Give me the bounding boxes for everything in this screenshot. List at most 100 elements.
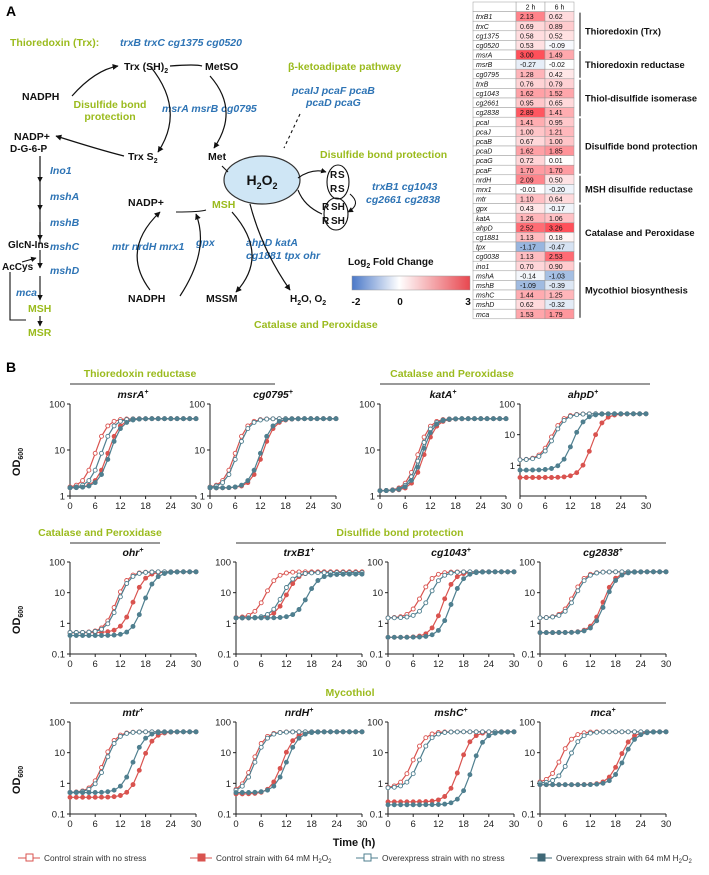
growth-point bbox=[404, 779, 410, 785]
glcn-ins: GlcN-Ins bbox=[8, 240, 50, 251]
ylabel-3: OD bbox=[11, 778, 23, 795]
growth-point bbox=[398, 802, 404, 808]
growth-point bbox=[271, 606, 277, 612]
x-tick-label: 30 bbox=[641, 501, 652, 512]
growth-point bbox=[289, 416, 295, 422]
growth-point bbox=[334, 572, 340, 577]
growth-point bbox=[435, 627, 441, 633]
heatmap-value: 0.18 bbox=[549, 235, 563, 242]
heatmap-gene-label: mshD bbox=[476, 302, 494, 309]
y-tick-label: 1 bbox=[226, 619, 231, 630]
group-title: Mycothiol bbox=[326, 687, 375, 699]
growth-point bbox=[117, 623, 123, 629]
growth-point bbox=[581, 628, 587, 634]
growth-point bbox=[562, 630, 568, 635]
growth-point bbox=[465, 416, 471, 422]
growth-point bbox=[333, 416, 339, 422]
heatmap-value: 1.13 bbox=[520, 254, 534, 261]
growth-point bbox=[523, 457, 529, 462]
growth-point bbox=[315, 578, 321, 583]
growth-point bbox=[567, 444, 573, 450]
growth-point bbox=[124, 730, 130, 736]
growth-point bbox=[537, 630, 543, 636]
growth-point bbox=[480, 569, 485, 575]
heatmap-value: 1.79 bbox=[549, 312, 563, 319]
y-tick-label: 100 bbox=[519, 558, 535, 569]
growth-point bbox=[581, 782, 587, 788]
growth-point bbox=[302, 571, 308, 576]
cat-genes-2: cg1881 tpx ohr bbox=[246, 250, 321, 262]
growth-point bbox=[454, 569, 460, 575]
growth-point bbox=[130, 759, 136, 765]
growth-point bbox=[283, 749, 289, 755]
growth-point bbox=[561, 417, 567, 423]
growth-point bbox=[92, 450, 98, 456]
growth-point bbox=[442, 801, 448, 807]
growth-point bbox=[283, 417, 289, 423]
growth-point bbox=[258, 600, 264, 606]
growth-chart: 0 6 12 18 24 30 0.1 1 10 100 trxB1+ bbox=[215, 547, 367, 670]
growth-point bbox=[556, 759, 562, 765]
growth-point bbox=[650, 729, 656, 735]
cat-genes-1: ahpD katA bbox=[246, 237, 298, 249]
heatmap-value: 0.90 bbox=[549, 264, 563, 271]
heatmap-value: 0.50 bbox=[549, 177, 563, 184]
growth-point bbox=[99, 633, 104, 638]
growth-point bbox=[523, 467, 529, 473]
growth-point bbox=[359, 729, 365, 735]
growth-point bbox=[105, 621, 111, 627]
growth-point bbox=[618, 411, 624, 417]
x-tick-label: 24 bbox=[636, 819, 647, 830]
y-tick-label: 100 bbox=[49, 400, 65, 411]
trx-s2-sub: 2 bbox=[154, 158, 158, 165]
growth-series-line bbox=[379, 418, 506, 492]
growth-point bbox=[613, 569, 619, 575]
growth-point bbox=[530, 475, 536, 480]
x-tick-label: 18 bbox=[458, 659, 469, 670]
growth-point bbox=[594, 618, 600, 624]
growth-point bbox=[550, 630, 556, 636]
rs-r2: R bbox=[330, 184, 338, 195]
growth-point bbox=[271, 731, 277, 737]
growth-point bbox=[136, 612, 142, 618]
growth-point bbox=[600, 569, 606, 575]
growth-point bbox=[435, 571, 441, 577]
x-tick-label: 24 bbox=[636, 659, 647, 670]
growth-point bbox=[180, 569, 186, 575]
growth-point bbox=[550, 770, 556, 776]
svg-text:OD600: OD600 bbox=[11, 448, 25, 476]
growth-point bbox=[429, 575, 435, 581]
dg6p: D-G-6-P bbox=[10, 144, 48, 155]
growth-point bbox=[290, 729, 296, 735]
growth-point bbox=[155, 574, 161, 580]
growth-point bbox=[257, 417, 263, 423]
heatmap-value: 0.53 bbox=[520, 43, 534, 50]
arrow-msh-mssm bbox=[231, 211, 253, 293]
growth-point bbox=[523, 475, 529, 480]
growth-point bbox=[543, 615, 549, 621]
growth-point bbox=[575, 588, 581, 594]
legend-max: 3 bbox=[465, 297, 471, 308]
growth-point bbox=[377, 488, 383, 494]
growth-point bbox=[594, 781, 600, 787]
growth-point bbox=[334, 729, 340, 735]
growth-point bbox=[542, 448, 548, 454]
heatmap-gene-label: mshB bbox=[476, 283, 494, 290]
growth-point bbox=[117, 418, 123, 424]
growth-point bbox=[402, 484, 408, 490]
growth-point bbox=[446, 416, 452, 422]
growth-point bbox=[599, 411, 605, 417]
legend-marker bbox=[363, 853, 372, 862]
growth-point bbox=[448, 602, 454, 607]
heatmap-value: 3.00 bbox=[520, 53, 534, 60]
growth-point bbox=[136, 584, 142, 590]
x-tick-label: 0 bbox=[233, 819, 238, 830]
growth-point bbox=[606, 589, 612, 595]
y-tick-label: 10 bbox=[220, 588, 231, 599]
trx-genes: trxB trxC cg1375 cg0520 bbox=[120, 37, 242, 49]
y-tick-label: 10 bbox=[220, 748, 231, 759]
gene-ino1: Ino1 bbox=[50, 165, 72, 177]
growth-point bbox=[473, 729, 479, 735]
growth-point bbox=[453, 416, 459, 422]
growth-point bbox=[92, 794, 98, 800]
